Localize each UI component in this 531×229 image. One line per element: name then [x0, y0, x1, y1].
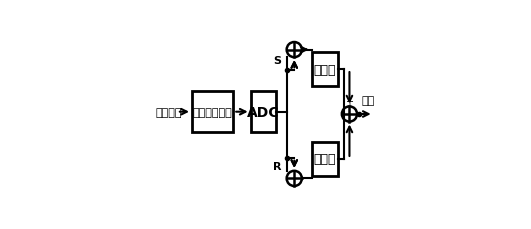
Text: -: - [348, 123, 351, 133]
FancyBboxPatch shape [312, 142, 338, 176]
Text: R: R [273, 161, 281, 171]
Text: ADC: ADC [247, 105, 279, 119]
Text: 存储器: 存储器 [313, 63, 336, 76]
Text: S: S [273, 55, 281, 65]
FancyBboxPatch shape [192, 92, 233, 133]
FancyBboxPatch shape [251, 92, 276, 133]
Text: 像素输出: 像素输出 [155, 107, 182, 117]
Text: 存储器: 存储器 [313, 153, 336, 166]
Text: +: + [346, 96, 354, 106]
FancyBboxPatch shape [312, 53, 338, 87]
Text: 输出: 输出 [362, 95, 375, 105]
Text: 采样保持电路: 采样保持电路 [193, 107, 233, 117]
